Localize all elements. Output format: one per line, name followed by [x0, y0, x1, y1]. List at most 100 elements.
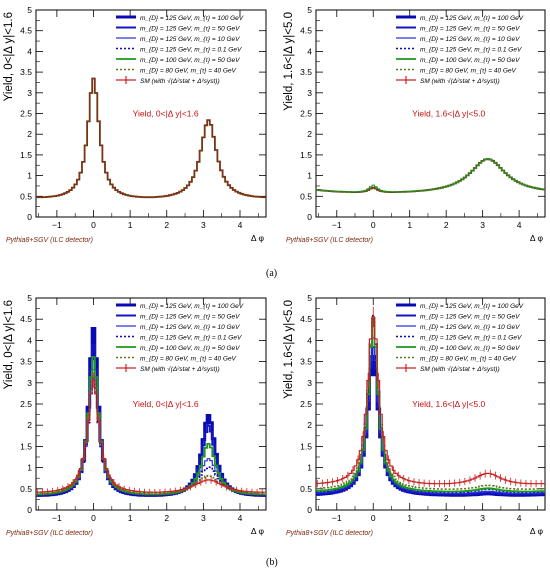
x-tick-label: 4: [517, 513, 522, 523]
chart-footer: Pythia8+SGV (ILC detector): [286, 530, 373, 537]
panel-label-b: (b): [266, 557, 278, 568]
y-tick-label: 1: [27, 171, 32, 181]
y-tick-label: 3: [307, 378, 312, 388]
x-tick-label: 3: [201, 513, 206, 523]
legend-label-3: m_{D} = 125 GeV, m_{τ} = 0.1 GeV: [420, 335, 522, 342]
legend-label-1: m_{D} = 125 GeV, m_{τ} = 50 GeV: [140, 26, 240, 33]
legend-label-2: m_{D} = 125 GeV, m_{τ} = 10 GeV: [420, 36, 520, 43]
y-tick-label: 1: [307, 463, 312, 473]
y-tick-label: 5: [27, 5, 32, 15]
legend-label-4: m_{D} = 100 GeV, m_{τ} = 50 GeV: [140, 57, 240, 64]
y-tick-label: 0.5: [20, 484, 32, 494]
legend-label-0: m_{D} = 125 GeV, m_{τ} = 100 GeV: [140, 15, 244, 22]
x-tick-label: 3: [480, 220, 485, 230]
x-tick-label: 0: [371, 513, 376, 523]
y-tick-label: 2.5: [300, 109, 312, 119]
y-tick-label: 5: [307, 293, 312, 303]
y-tick-label: 0.5: [300, 191, 312, 201]
chart-footer: Pythia8+SGV (ILC detector): [286, 237, 373, 244]
series-line-2: [36, 369, 266, 496]
y-tick-label: 0.5: [20, 191, 32, 201]
x-axis-label: Δ φ: [251, 233, 265, 243]
chart-a-left: 0 0.5 1 1.5 2 2.5 3 3.5 4 4.5 5 −1 0 1 2 3 4 Yield, 0<|Δ …: [3, 5, 267, 244]
y-tick-label: 0: [307, 505, 312, 515]
legend-label-2: m_{D} = 125 GeV, m_{τ} = 10 GeV: [140, 36, 240, 43]
x-tick-label: 0: [91, 513, 96, 523]
legend-label-0: m_{D} = 125 GeV, m_{τ} = 100 GeV: [140, 303, 244, 310]
legend-label-4: m_{D} = 100 GeV, m_{τ} = 50 GeV: [140, 345, 240, 352]
y-tick-label: 2.5: [300, 399, 312, 409]
legend-label-5: m_{D} = 80 GeV, m_{τ} = 40 GeV: [140, 68, 237, 75]
x-tick-label: 4: [238, 220, 243, 230]
panel-label-a: (a): [266, 268, 278, 279]
y-tick-label: 1: [307, 171, 312, 181]
x-tick-label: −1: [52, 220, 62, 230]
legend-label-6: SM (with √(Δ²stat + Δ²syst)): [420, 365, 500, 373]
x-tick-label: 0: [91, 220, 96, 230]
y-tick-label: 3: [27, 378, 32, 388]
legend-label-2: m_{D} = 125 GeV, m_{τ} = 10 GeV: [420, 324, 520, 331]
y-tick-label: 1.5: [300, 150, 312, 160]
y-axis-label: Yield, 0<|Δ y|<1.6: [3, 12, 15, 101]
legend-label-4: m_{D} = 100 GeV, m_{τ} = 50 GeV: [420, 57, 520, 64]
y-tick-label: 2: [27, 420, 32, 430]
y-tick-label: 0: [307, 212, 312, 222]
legend-label-1: m_{D} = 125 GeV, m_{τ} = 50 GeV: [420, 26, 520, 33]
x-tick-label: 4: [238, 513, 243, 523]
x-tick-label: 1: [407, 220, 412, 230]
x-tick-label: 2: [164, 220, 169, 230]
y-tick-label: 5: [307, 5, 312, 15]
legend-label-6: SM (with √(Δ²stat + Δ²syst)): [420, 77, 500, 85]
y-tick-label: 5: [27, 293, 32, 303]
x-tick-label: 1: [128, 220, 133, 230]
x-axis-label: Δ φ: [530, 526, 544, 536]
y-tick-label: 2: [27, 129, 32, 139]
x-tick-label: 2: [444, 513, 449, 523]
y-tick-label: 0: [27, 505, 32, 515]
chart-a-right: 0 0.5 1 1.5 2 2.5 3 3.5 4 4.5 5 −1 0 1 2 3 4 Yield, 1.6<|…: [283, 5, 546, 244]
y-tick-label: 3.5: [20, 67, 32, 77]
x-tick-label: 1: [407, 513, 412, 523]
x-tick-label: 0: [371, 220, 376, 230]
y-tick-label: 3: [27, 88, 32, 98]
series-line-green: [316, 158, 545, 193]
series-line-overlap: [316, 158, 545, 193]
y-tick-label: 4: [307, 46, 312, 56]
x-tick-label: 4: [517, 220, 522, 230]
legend-label-5: m_{D} = 80 GeV, m_{τ} = 40 GeV: [420, 68, 517, 75]
y-tick-label: 0: [27, 212, 32, 222]
series-line-sm: [316, 158, 545, 193]
y-tick-label: 2: [307, 420, 312, 430]
x-tick-label: −1: [332, 220, 342, 230]
legend-label-3: m_{D} = 125 GeV, m_{τ} = 0.1 GeV: [140, 47, 242, 54]
legend-label-0: m_{D} = 125 GeV, m_{τ} = 100 GeV: [420, 303, 524, 310]
series-line-4: [36, 356, 266, 496]
chart-b-left: 0 0.5 1 1.5 2 2.5 3 3.5 4 4.5 5 −1 0 1 2 3 4 Yield, 0<|Δ …: [3, 293, 267, 537]
x-tick-label: −1: [52, 513, 62, 523]
y-tick-label: 4: [27, 335, 32, 345]
x-tick-label: 2: [444, 220, 449, 230]
series-line-6: [36, 379, 266, 493]
x-tick-label: −1: [332, 513, 342, 523]
x-tick-label: 3: [201, 220, 206, 230]
legend-label-5: m_{D} = 80 GeV, m_{τ} = 40 GeV: [140, 356, 237, 363]
legend-label-6: SM (with √(Δ²stat + Δ²syst)): [140, 77, 220, 85]
series-line-0: [36, 327, 266, 497]
y-tick-label: 3: [307, 88, 312, 98]
y-tick-label: 1.5: [20, 441, 32, 451]
chart-annotation: Yield, 0<|Δ y|<1.6: [133, 109, 199, 119]
y-tick-label: 4.5: [300, 26, 312, 36]
x-tick-label: 1: [128, 513, 133, 523]
chart-footer: Pythia8+SGV (ILC detector): [6, 237, 93, 244]
legend-label-0: m_{D} = 125 GeV, m_{τ} = 100 GeV: [420, 15, 524, 22]
y-tick-label: 3.5: [20, 357, 32, 367]
y-tick-label: 2.5: [20, 109, 32, 119]
series-line-5: [316, 320, 545, 490]
x-tick-label: 3: [480, 513, 485, 523]
y-axis-label: Yield, 0<|Δ y|<1.6: [3, 300, 15, 389]
x-axis-label: Δ φ: [530, 233, 544, 243]
chart-annotation: Yield, 0<|Δ y|<1.6: [133, 399, 199, 409]
legend-label-1: m_{D} = 125 GeV, m_{τ} = 50 GeV: [420, 314, 520, 321]
y-tick-label: 4.5: [300, 314, 312, 324]
series-line-sm: [36, 78, 266, 198]
